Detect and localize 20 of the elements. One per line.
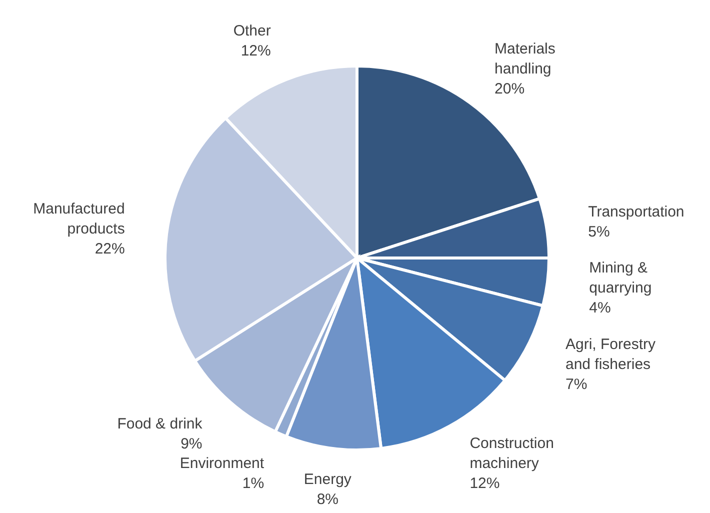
slice-label: Energy	[304, 471, 352, 488]
data-label: 8%	[316, 491, 339, 508]
data-label: 4%	[589, 299, 611, 316]
data-label: 12%	[240, 42, 271, 60]
slice-label: Mining & quarrying	[589, 259, 652, 296]
data-label: 9%	[180, 436, 202, 453]
slice-label: Other	[233, 22, 271, 40]
slice-label: Manufactured products	[33, 200, 125, 238]
data-label: 12%	[470, 475, 500, 492]
data-label: 5%	[588, 223, 610, 240]
slice-label: Transportation	[588, 203, 684, 220]
slice-label: Materials handling	[494, 40, 556, 78]
slice-label: Agri, Forestry and fisheries	[565, 336, 656, 374]
slice-label: Construction machinery	[470, 435, 554, 472]
data-label: 1%	[242, 474, 264, 492]
data-label: 20%	[494, 80, 525, 98]
slice-label: Environment	[180, 454, 265, 472]
data-label: 7%	[565, 376, 588, 394]
slice-label: Food & drink	[117, 416, 203, 433]
data-label: 22%	[94, 240, 125, 258]
